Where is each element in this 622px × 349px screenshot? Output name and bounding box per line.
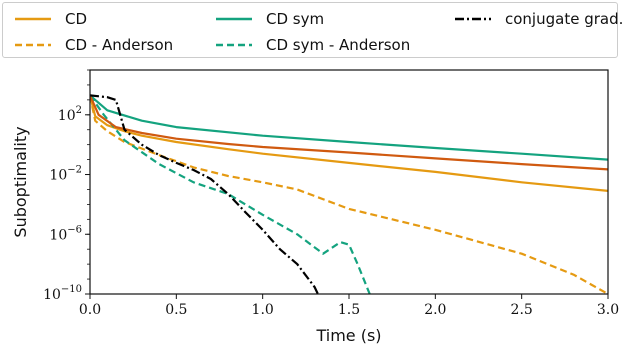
x-tick-label: 0.5 xyxy=(165,302,187,318)
x-tick-label: 1.5 xyxy=(338,302,360,318)
legend-item-cd-sym-anderson: CD sym - Anderson xyxy=(216,35,410,55)
y-axis-label: Suboptimality xyxy=(11,126,30,237)
series-line-cd-sym xyxy=(90,94,608,161)
legend-item-conjugate-grad: conjugate grad. xyxy=(455,9,622,29)
y-tick-label: 10−2 xyxy=(49,165,82,184)
y-tick-label: 10−6 xyxy=(49,224,82,243)
legend-label-cd-sym-anderson: CD sym - Anderson xyxy=(266,36,411,54)
legend: CD CD - Anderson CD sym CD sym - Anderso… xyxy=(2,2,622,58)
series-line-conjugate-grad xyxy=(90,94,319,294)
legend-swatch-cd-anderson xyxy=(15,43,51,47)
legend-item-cd-anderson: CD - Anderson xyxy=(15,35,173,55)
x-axis-label: Time (s) xyxy=(315,326,381,345)
legend-label-cd-anderson: CD - Anderson xyxy=(65,36,174,54)
legend-swatch-conjugate-grad xyxy=(455,17,491,21)
legend-item-cd-sym: CD sym xyxy=(216,9,324,29)
series-line-cd xyxy=(90,95,608,192)
x-tick-label: 0.0 xyxy=(79,302,101,318)
series-layer xyxy=(90,94,608,294)
x-tick-label: 1.0 xyxy=(252,302,274,318)
legend-label-cd: CD xyxy=(65,10,88,28)
x-tick-label: 3.0 xyxy=(597,302,619,318)
legend-label-conjugate-grad: conjugate grad. xyxy=(505,10,622,28)
plot-frame xyxy=(89,69,609,295)
x-tick-label: 2.0 xyxy=(424,302,446,318)
legend-swatch-cd-sym xyxy=(216,17,252,21)
series-line-series-4 xyxy=(90,94,608,171)
y-tick-label: 10−10 xyxy=(43,284,82,303)
y-tick-label: 102 xyxy=(58,105,82,124)
axes-layer: 0.0 0.5 1.0 1.5 2.0 2.5 3.0 102 10−2 10−6 10−10 xyxy=(43,69,619,318)
series-line-cd-sym-anderson xyxy=(90,94,371,294)
x-tick-label: 2.5 xyxy=(511,302,533,318)
legend-label-cd-sym: CD sym xyxy=(266,10,325,28)
legend-swatch-cd-sym-anderson xyxy=(216,43,252,47)
legend-swatch-cd xyxy=(15,17,51,21)
legend-item-cd: CD xyxy=(15,9,87,29)
series-line-cd-anderson xyxy=(90,95,608,294)
